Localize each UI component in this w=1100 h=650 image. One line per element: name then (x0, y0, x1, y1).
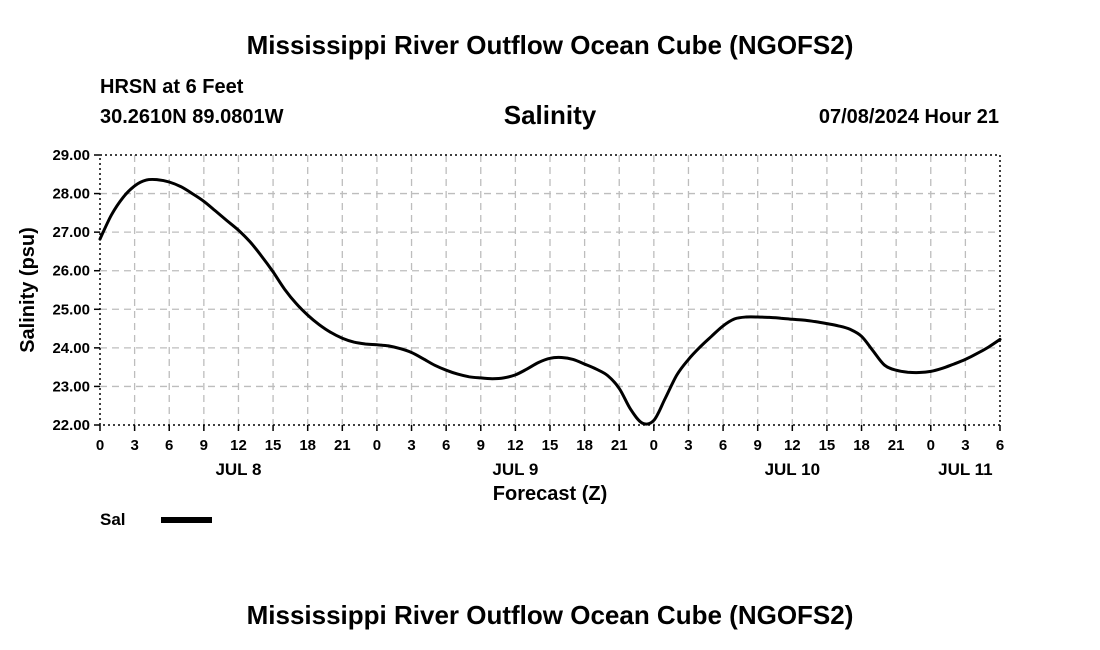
x-tick-label: 0 (373, 437, 381, 454)
y-tick-label: 29.00 (52, 147, 90, 164)
date-label: JUL 10 (765, 460, 820, 479)
x-tick-label: 12 (784, 437, 801, 454)
date-label: JUL 11 (938, 460, 993, 479)
date-label: JUL 9 (492, 460, 538, 479)
y-tick-label: 23.00 (52, 378, 90, 395)
x-tick-label: 9 (477, 437, 485, 454)
forecast-datetime: 07/08/2024 Hour 21 (818, 106, 999, 128)
x-tick-label: 3 (130, 437, 138, 454)
x-tick-label: 12 (230, 437, 247, 454)
x-tick-label: 15 (819, 437, 836, 454)
x-tick-label: 0 (927, 437, 935, 454)
x-tick-label: 15 (542, 437, 559, 454)
x-tick-label: 6 (996, 437, 1004, 454)
x-tick-label: 3 (961, 437, 969, 454)
x-tick-label: 3 (684, 437, 692, 454)
y-axis-title: Salinity (psu) (17, 227, 39, 353)
y-tick-label: 27.00 (52, 224, 90, 241)
x-tick-label: 18 (299, 437, 316, 454)
page-title: Mississippi River Outflow Ocean Cube (NG… (246, 30, 854, 60)
x-tick-label: 18 (576, 437, 593, 454)
x-tick-label: 9 (200, 437, 208, 454)
x-tick-label: 6 (165, 437, 173, 454)
footer-title: Mississippi River Outflow Ocean Cube (NG… (246, 600, 854, 630)
station-coordinates: 30.2610N 89.0801W (100, 106, 284, 128)
y-tick-label: 26.00 (52, 263, 90, 280)
x-tick-label: 18 (853, 437, 870, 454)
x-axis-title: Forecast (Z) (493, 483, 607, 505)
y-tick-label: 28.00 (52, 186, 90, 203)
x-tick-label: 15 (265, 437, 282, 454)
x-tick-label: 12 (507, 437, 524, 454)
y-tick-label: 25.00 (52, 301, 90, 318)
x-tick-label: 9 (754, 437, 762, 454)
legend-swatch (161, 517, 212, 523)
y-tick-label: 24.00 (52, 340, 90, 357)
series-line-sal (98, 177, 1002, 426)
y-tick-label: 22.00 (52, 417, 90, 434)
parameter-title: Salinity (503, 100, 597, 130)
station-label: HRSN at 6 Feet (100, 76, 244, 98)
x-tick-label: 6 (719, 437, 727, 454)
legend-label: Sal (100, 510, 126, 529)
x-tick-label: 0 (650, 437, 658, 454)
x-tick-label: 21 (334, 437, 351, 454)
x-tick-label: 21 (611, 437, 628, 454)
x-tick-label: 3 (407, 437, 415, 454)
x-tick-label: 6 (442, 437, 450, 454)
x-tick-label: 21 (888, 437, 905, 454)
x-tick-label: 0 (96, 437, 104, 454)
date-label: JUL 8 (215, 460, 261, 479)
